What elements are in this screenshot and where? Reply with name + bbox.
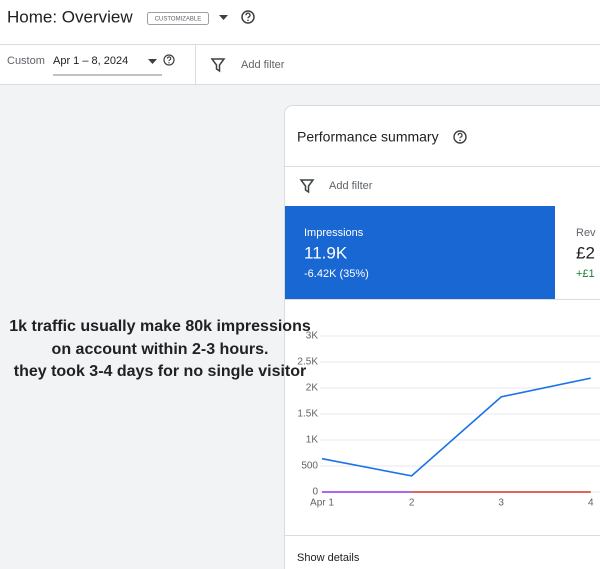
y-tick-label: 500 <box>301 461 318 472</box>
metric-tile-selected[interactable] <box>285 206 555 299</box>
dropdown-icon[interactable] <box>148 59 157 64</box>
badge-box <box>147 12 209 25</box>
help-icon[interactable] <box>453 130 467 144</box>
annotation: 1k traffic usually make 80k impressions … <box>9 318 311 380</box>
annotation-line: 1k traffic usually make 80k impressions <box>9 318 311 335</box>
filter-icon[interactable] <box>299 179 315 194</box>
y-tick-label: 2.5K <box>297 357 318 368</box>
badge: CUSTOMIZABLE <box>155 17 202 23</box>
metric-change: -6.42K (35%) <box>304 268 369 280</box>
y-tick-label: 1.5K <box>297 409 318 420</box>
x-tick-label: 2 <box>409 498 415 509</box>
y-tick-label: 0 <box>312 487 318 498</box>
filter-icon[interactable] <box>210 58 226 73</box>
card-title: Performance summary <box>297 129 439 145</box>
x-tick-label: Apr 1 <box>310 498 334 509</box>
add-filter[interactable]: Add filter <box>329 180 373 192</box>
metric-value: £2 <box>576 243 595 262</box>
range-label: Custom <box>7 55 45 67</box>
metric-tile[interactable] <box>556 206 600 299</box>
date-range[interactable]: Apr 1 – 8, 2024 <box>53 55 128 67</box>
add-filter[interactable]: Add filter <box>241 59 285 71</box>
page-title: Home: Overview <box>7 7 133 26</box>
metric-value: 11.9K <box>304 243 348 262</box>
help-icon[interactable] <box>163 54 175 66</box>
show-details[interactable]: Show details <box>297 552 360 564</box>
y-tick-label: 2K <box>306 383 319 394</box>
dropdown-icon[interactable] <box>219 15 228 20</box>
y-tick-label: 1K <box>306 435 319 446</box>
annotation-line: on account within 2-3 hours. <box>52 341 269 358</box>
metric-label: Rev <box>576 227 596 239</box>
series-line <box>321 377 591 477</box>
x-tick-label: 3 <box>498 498 504 509</box>
annotation-line: they took 3-4 days for no single visitor <box>14 363 307 380</box>
y-tick-label: 3K <box>306 331 319 342</box>
x-tick-label: 4 <box>588 498 594 509</box>
help-icon[interactable] <box>241 10 255 24</box>
metric-change: +£1 <box>576 268 595 280</box>
metric-label: Impressions <box>304 227 364 239</box>
chart: 0 500 1K 1.5K 2K 2.5K 3K Apr 1 2 3 4 <box>297 331 600 509</box>
